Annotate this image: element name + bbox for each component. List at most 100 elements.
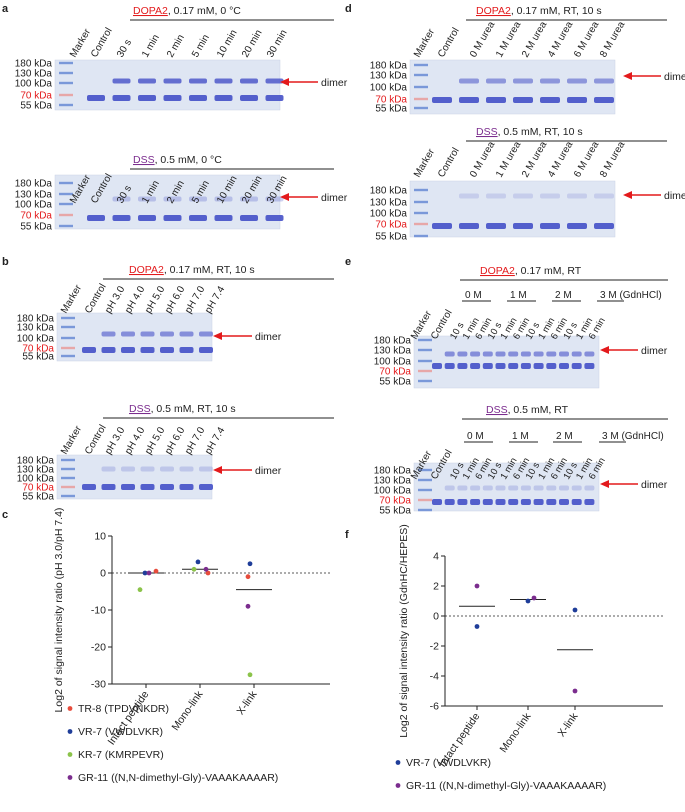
monomer-band <box>163 95 182 101</box>
gel-e1: DOPA2, 0.17 mM, RT 0 M 1 M 2 M 3 M (GdnHCl) 1… <box>374 265 668 389</box>
ladder-band <box>59 103 73 107</box>
monomer-band <box>160 347 174 353</box>
legend-label: GR-11 ((N,N-dimethyl-Gly)-VAAAKAAAAR) <box>406 780 606 792</box>
control-label: Control <box>436 146 462 179</box>
data-point <box>137 587 143 593</box>
monomer-band <box>533 363 544 369</box>
ladder-band <box>59 181 73 185</box>
mw-label: 180 kDa <box>15 59 53 70</box>
monomer-band <box>121 484 135 490</box>
monomer-band <box>112 95 131 101</box>
ladder-band <box>61 467 75 471</box>
mw-label: 180 kDa <box>17 314 55 325</box>
reagent-name: DSS <box>133 154 155 166</box>
monomer-band <box>594 223 614 229</box>
x-tick-label: X-link <box>556 710 581 739</box>
dimer-label: dimer <box>664 190 685 202</box>
dimer-band <box>160 466 174 472</box>
legend-marker <box>67 706 73 711</box>
lane-label: 0 M urea <box>468 139 497 179</box>
ladder-band <box>414 200 428 204</box>
data-point <box>531 595 537 601</box>
lane-label: 6 M urea <box>572 19 601 59</box>
monomer-band <box>540 223 560 229</box>
monomer-band <box>199 347 213 353</box>
dimer-band <box>584 485 595 491</box>
dimer-band <box>482 351 493 357</box>
group-label: 3 M (GdnHCl) <box>600 290 662 301</box>
ladder-band <box>61 494 75 498</box>
legend-label: TR-8 (TPDVNKDR) <box>78 703 169 715</box>
lane-label: 8 M urea <box>598 19 627 59</box>
ladder-band <box>418 369 432 373</box>
ladder-band <box>61 458 75 462</box>
mw-label: 180 kDa <box>374 336 412 347</box>
lane-label: 4 M urea <box>546 19 575 59</box>
ladder-band <box>414 211 428 215</box>
group-label: 1 M <box>510 290 527 301</box>
dimer-band <box>540 78 560 84</box>
mw-label: 100 kDa <box>15 79 53 90</box>
mw-label: 100 kDa <box>15 200 53 211</box>
dimer-band <box>444 485 455 491</box>
dimer-band <box>495 485 506 491</box>
dimer-band <box>513 193 533 199</box>
monomer-band <box>138 215 156 221</box>
monomer-band <box>138 95 156 101</box>
legend-label: VR-7 (VWDLVKR) <box>406 757 491 769</box>
panel-label-f: f <box>345 529 349 541</box>
monomer-band <box>179 347 194 353</box>
monomer-band <box>101 347 116 353</box>
lane-label: 4 M urea <box>546 139 575 179</box>
data-point <box>245 574 251 580</box>
gel-title-b1: DOPA2, 0.17 mM, RT, 10 s <box>129 264 255 276</box>
gel-title-b2: DSS, 0.5 mM, RT, 10 s <box>129 403 236 415</box>
mw-label: 70 kDa <box>22 344 54 355</box>
panel-label-c: c <box>2 509 8 521</box>
dimer-band <box>101 331 116 337</box>
dimer-band <box>240 196 258 202</box>
ladder-band <box>418 348 432 352</box>
dimer-band <box>189 196 207 202</box>
reagent-name: DSS <box>129 403 151 415</box>
lane-label: 1 M urea <box>494 139 523 179</box>
legend-marker <box>395 760 401 765</box>
mw-label: 55 kDa <box>379 377 411 388</box>
monomer-band <box>540 97 560 103</box>
mw-label: 130 kDa <box>374 346 412 357</box>
monomer-band <box>87 95 105 101</box>
dimer-band <box>138 78 156 84</box>
ladder-band <box>414 188 428 192</box>
data-point <box>525 598 531 604</box>
y-tick-label: -10 <box>91 605 106 617</box>
ladder-band <box>61 485 75 489</box>
lane-label: 30 min <box>265 28 290 59</box>
dimer-band <box>533 485 544 491</box>
reagent-name: DSS <box>476 126 498 138</box>
condition: , 0.17 mM, RT, 10 s <box>164 264 255 276</box>
legend-label: VR-7 (VWDLVKR) <box>78 726 163 738</box>
y-tick-label: -20 <box>91 642 106 654</box>
dimer-band <box>559 351 569 357</box>
group-label: 1 M <box>512 431 529 442</box>
mw-label: 55 kDa <box>22 352 54 363</box>
marker-label: Marker <box>59 282 84 315</box>
legend-marker <box>67 752 73 757</box>
lane-label: 8 M urea <box>598 139 627 179</box>
monomer-band <box>559 499 569 505</box>
lane-label: 20 min <box>240 28 265 59</box>
mw-label: 180 kDa <box>17 456 55 467</box>
dimer-band <box>214 78 233 84</box>
gel-image <box>56 454 213 500</box>
monomer-band <box>163 215 182 221</box>
lane-label: 2 M urea <box>520 139 549 179</box>
ladder-band <box>61 346 75 350</box>
mw-label: 100 kDa <box>370 83 408 94</box>
monomer-band <box>82 484 96 490</box>
dimer-band <box>571 485 582 491</box>
mw-label: 130 kDa <box>15 190 53 201</box>
data-point <box>572 688 578 694</box>
monomer-band <box>459 97 479 103</box>
